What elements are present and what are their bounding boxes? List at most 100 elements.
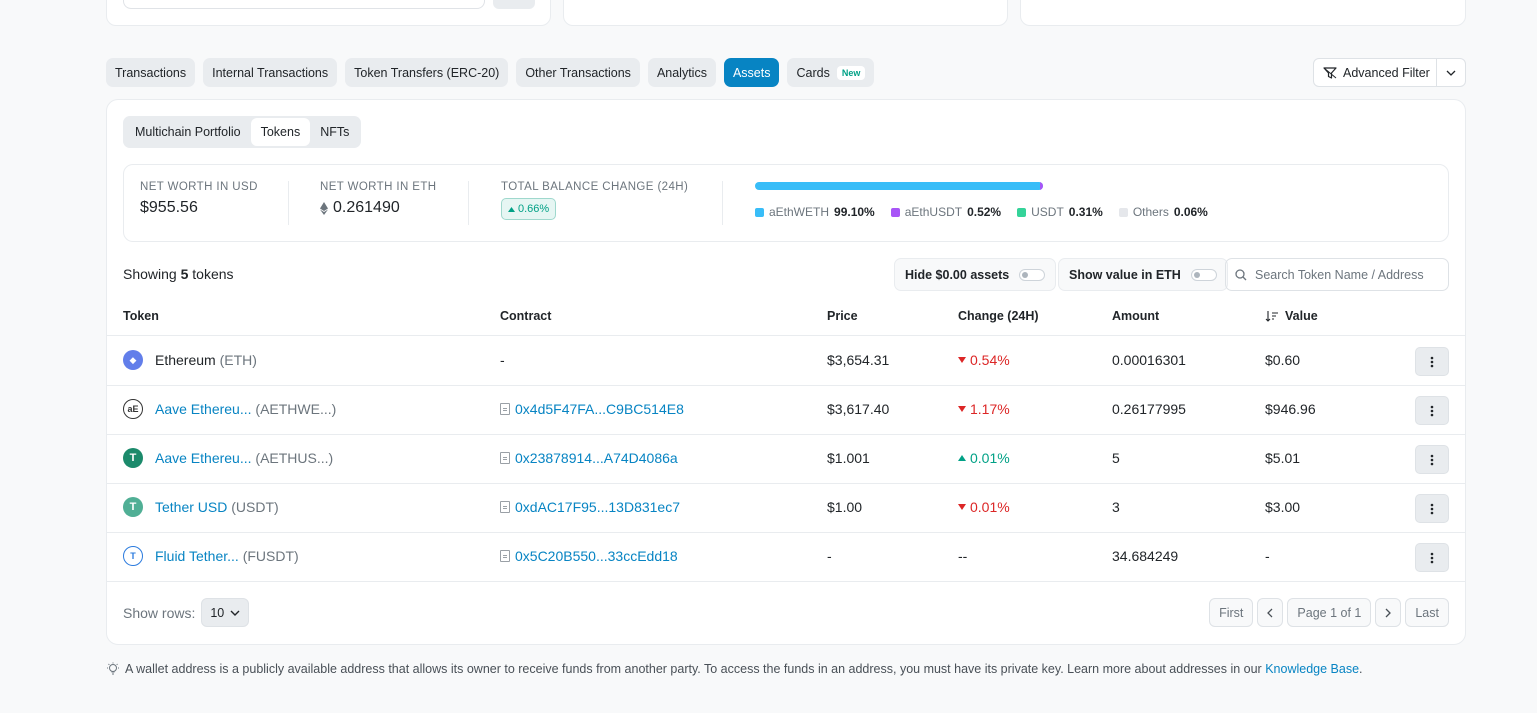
advanced-filter-dropdown[interactable]: [1437, 70, 1465, 76]
balance-change-value: 0.66%: [518, 203, 550, 215]
tab-assets[interactable]: Assets: [723, 58, 780, 87]
amount-cell: 0.00016301: [1112, 352, 1186, 368]
show-eth-switch[interactable]: [1190, 268, 1217, 281]
tab-other-transactions[interactable]: Other Transactions: [516, 58, 640, 87]
footnote: A wallet address is a publicly available…: [106, 662, 1363, 676]
subtab-tokens[interactable]: Tokens: [250, 118, 311, 146]
column-value[interactable]: Value: [1265, 309, 1318, 323]
contract-address-link[interactable]: 0xdAC17F95...13D831ec7: [515, 499, 680, 515]
top-input-field[interactable]: [123, 0, 485, 9]
contract-address-link[interactable]: 0x23878914...A74D4086a: [515, 450, 678, 466]
token-name[interactable]: Aave Ethereu...: [155, 401, 252, 417]
token-name: Ethereum: [155, 352, 216, 368]
value-cell: $3.00: [1265, 499, 1301, 515]
contract-cell: -: [500, 352, 505, 368]
legend-name: aEthUSDT: [904, 205, 963, 219]
advanced-filter-button[interactable]: Advanced Filter: [1314, 59, 1437, 86]
prev-page-button[interactable]: [1257, 598, 1284, 627]
token-name[interactable]: Fluid Tether...: [155, 548, 239, 564]
contract-cell: 0x5C20B550...33ccEdd18: [500, 548, 678, 564]
column-token: Token: [123, 309, 159, 323]
row-actions-button[interactable]: [1415, 347, 1449, 376]
change-negative: 1.17%: [958, 401, 1010, 417]
row-actions-button[interactable]: [1415, 445, 1449, 474]
token-logo-icon: T: [123, 497, 143, 517]
rows-per-page-select[interactable]: 10: [201, 598, 250, 627]
token-name[interactable]: Aave Ethereu...: [155, 450, 252, 466]
portfolio-summary: NET WORTH IN USD $955.56 NET WORTH IN ET…: [123, 164, 1449, 242]
first-page-button[interactable]: First: [1209, 598, 1254, 627]
show-eth-toggle[interactable]: Show value in ETH: [1058, 258, 1228, 291]
change-cell: 0.01%: [958, 450, 1010, 466]
change-value: 0.54%: [970, 352, 1010, 368]
more-vertical-icon: [1430, 552, 1434, 563]
tab-token-transfers[interactable]: Token Transfers (ERC-20): [345, 58, 509, 87]
tab-cards-label: Cards: [796, 65, 830, 80]
caret-down-icon: [958, 406, 966, 412]
net-worth-eth-value: 0.261490: [333, 199, 400, 216]
address-tabs: Transactions Internal Transactions Token…: [106, 58, 875, 87]
multichain-info-card: [1020, 0, 1466, 26]
amount-cell: 5: [1112, 450, 1120, 466]
price-cell: $3,617.40: [827, 401, 890, 417]
token-search-input[interactable]: Search Token Name / Address: [1225, 258, 1449, 291]
value-cell: $5.01: [1265, 450, 1301, 466]
row-actions-button[interactable]: [1415, 494, 1449, 523]
price-cell: $1.00: [827, 499, 863, 515]
column-value-label: Value: [1285, 309, 1318, 323]
contract-address-link[interactable]: 0x4d5F47FA...C9BC514E8: [515, 401, 684, 417]
legend-item: aEthUSDT 0.52%: [890, 205, 1001, 219]
search-placeholder: Search Token Name / Address: [1255, 267, 1424, 282]
footnote-body: A wallet address is a publicly available…: [125, 662, 1262, 676]
subtab-multichain-portfolio[interactable]: Multichain Portfolio: [135, 125, 241, 139]
contract-address-link[interactable]: 0x5C20B550...33ccEdd18: [515, 548, 678, 564]
hide-zero-toggle[interactable]: Hide $0.00 assets: [894, 258, 1057, 291]
footnote-end: .: [1359, 662, 1363, 676]
table-row: T Aave Ethereu... (AETHUS...) 0x23878914..…: [107, 435, 1465, 484]
chevron-left-icon: [1267, 608, 1273, 617]
balance-change: TOTAL BALANCE CHANGE (24H) 0.66%: [501, 181, 688, 220]
hide-zero-switch[interactable]: [1019, 268, 1046, 281]
tab-transactions[interactable]: Transactions: [106, 58, 196, 87]
change-negative: 0.01%: [958, 499, 1010, 515]
tab-internal-transactions[interactable]: Internal Transactions: [203, 58, 338, 87]
allocation-bar: [755, 182, 1043, 190]
knowledge-base-link[interactable]: Knowledge Base: [1265, 662, 1360, 676]
pagination: First Page 1 of 1 Last: [1209, 598, 1449, 627]
change-cell: 0.54%: [958, 352, 1010, 368]
change-value: 1.17%: [970, 401, 1010, 417]
tab-analytics[interactable]: Analytics: [647, 58, 716, 87]
legend-pct: 0.06%: [1173, 205, 1208, 219]
table-row: ◆ Ethereum (ETH) - $3,654.31 0.54% 0.00016301…: [107, 337, 1465, 386]
row-actions-button[interactable]: [1415, 396, 1449, 425]
tab-cards[interactable]: Cards New: [787, 58, 875, 87]
token-cell: T Tether USD (USDT): [123, 497, 279, 517]
table-row: aE Aave Ethereu... (AETHWE...) 0x4d5F47FA.…: [107, 386, 1465, 435]
sort-icon[interactable]: [1265, 310, 1279, 322]
token-cell: aE Aave Ethereu... (AETHWE...): [123, 399, 336, 419]
legend-swatch: [1118, 207, 1128, 217]
show-rows-label: Show rows:: [123, 604, 196, 621]
value-cell: -: [1265, 548, 1270, 564]
row-actions-button[interactable]: [1415, 543, 1449, 572]
balance-change-badge: 0.66%: [501, 198, 557, 220]
showing-prefix: Showing: [123, 266, 177, 282]
contract-address: -: [500, 352, 505, 368]
top-action-button[interactable]: [493, 0, 535, 9]
more-vertical-icon: [1430, 454, 1434, 465]
contract-file-icon: [500, 501, 510, 513]
subtab-nfts[interactable]: NFTs: [320, 125, 350, 139]
column-amount: Amount: [1112, 309, 1160, 323]
token-symbol: (ETH): [219, 352, 257, 368]
token-name[interactable]: Tether USD: [155, 499, 228, 515]
token-logo-icon: aE: [123, 399, 143, 419]
showing-count: Showing 5 tokens: [123, 266, 234, 282]
next-page-button[interactable]: [1375, 598, 1402, 627]
caret-down-icon: [958, 504, 966, 510]
advanced-filter-group: Advanced Filter: [1313, 58, 1466, 87]
last-page-button[interactable]: Last: [1405, 598, 1449, 627]
amount-cell: 3: [1112, 499, 1120, 515]
price-cell: $3,654.31: [827, 352, 890, 368]
token-count: 5: [180, 266, 189, 282]
contract-file-icon: [500, 403, 510, 415]
